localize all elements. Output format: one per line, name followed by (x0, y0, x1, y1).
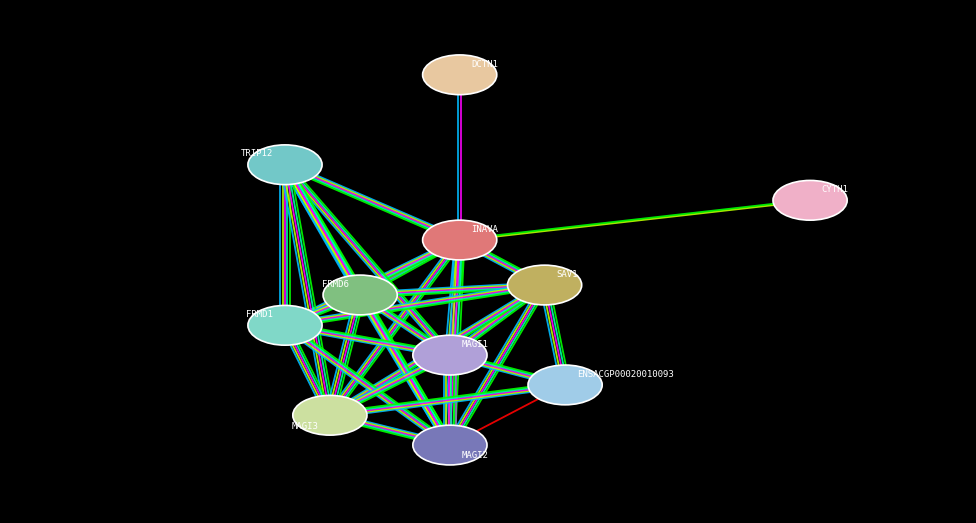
Text: FRMD1: FRMD1 (246, 310, 273, 319)
Circle shape (413, 335, 487, 375)
Circle shape (248, 305, 322, 345)
Circle shape (528, 365, 602, 405)
Text: ENSACGP00020010093: ENSACGP00020010093 (577, 370, 673, 379)
Circle shape (248, 145, 322, 185)
Text: MAGI2: MAGI2 (462, 451, 489, 460)
Text: TRIP12: TRIP12 (241, 150, 273, 158)
Text: MAGI1: MAGI1 (462, 340, 489, 349)
Circle shape (323, 275, 397, 315)
Text: INAVA: INAVA (471, 225, 499, 234)
Circle shape (413, 425, 487, 465)
Circle shape (293, 395, 367, 435)
Text: MAGI3: MAGI3 (291, 422, 318, 430)
Text: SAV1: SAV1 (556, 270, 578, 279)
Circle shape (423, 220, 497, 260)
Circle shape (423, 55, 497, 95)
Circle shape (508, 265, 582, 305)
Text: CYTH1: CYTH1 (822, 185, 849, 194)
Text: DCTN1: DCTN1 (471, 60, 499, 69)
Circle shape (773, 180, 847, 220)
Text: FRMD6: FRMD6 (321, 280, 348, 289)
